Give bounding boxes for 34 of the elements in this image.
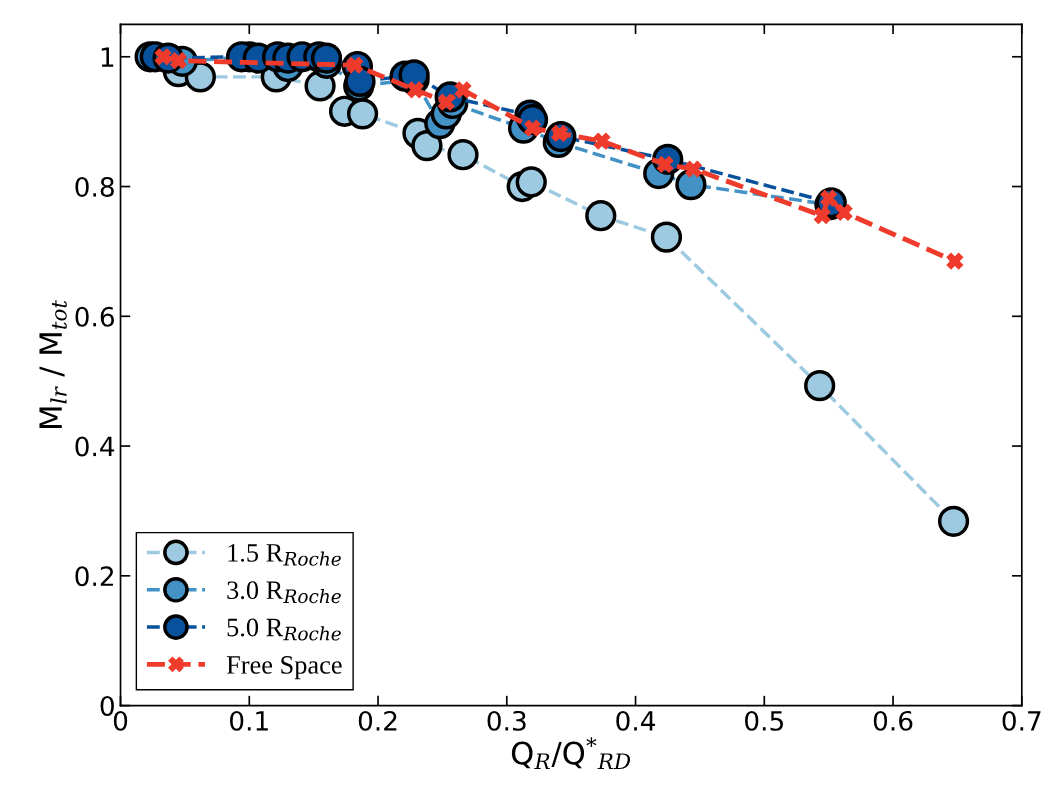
- point: [346, 98, 379, 130]
- point: [447, 139, 479, 171]
- legend-label: 1.5 R$_{Roche}$: [228, 544, 341, 566]
- y-tick-label: 1: [101, 47, 114, 67]
- x-tick-label: 0.7: [1002, 710, 1041, 731]
- point: [411, 130, 443, 162]
- legend-label: 5.0 R$_{Roche}$: [227, 618, 341, 641]
- y-tick-label: 0.2: [75, 566, 114, 587]
- legend-label: Free Space: [226, 656, 342, 680]
- y-tick-label: 0.4: [75, 436, 115, 457]
- x-tick-label: 0.6: [873, 710, 913, 731]
- point: [454, 81, 472, 99]
- legend-label: 3.0 R$_{Roche}$: [227, 581, 341, 604]
- point: [835, 204, 853, 221]
- point: [585, 200, 617, 232]
- point: [804, 370, 836, 402]
- x-tick-label: 0.4: [616, 710, 656, 731]
- point: [593, 132, 611, 150]
- x-tick-label: 0.3: [487, 710, 526, 731]
- point: [650, 221, 683, 253]
- y-tick-label: 0.6: [75, 306, 114, 327]
- y-tick-label: 0.8: [75, 176, 114, 197]
- y-tick-label: 0: [100, 696, 114, 716]
- point: [515, 166, 547, 198]
- point: [813, 207, 831, 225]
- x-tick-label: 0: [113, 710, 128, 731]
- point: [937, 505, 970, 537]
- point: [946, 252, 964, 270]
- x-tick-label: 0.2: [358, 710, 397, 731]
- x-tick-label: 0.1: [230, 710, 268, 731]
- x-axis-title: Q$_{R}$/Q$^{*}$$_{RD}$: [511, 737, 631, 770]
- x-tick-label: 0.5: [745, 710, 783, 731]
- point: [685, 160, 702, 178]
- y-axis-title: M$_{lr}$ / M$_{tot}$: [39, 299, 67, 428]
